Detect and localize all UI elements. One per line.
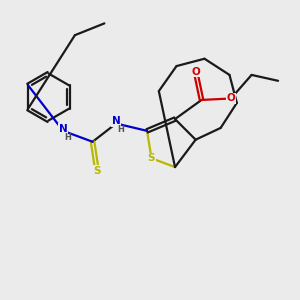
Text: O: O — [191, 67, 200, 77]
Text: S: S — [93, 166, 101, 176]
Text: N: N — [59, 124, 68, 134]
Text: H: H — [118, 125, 124, 134]
Text: O: O — [226, 94, 235, 103]
Text: S: S — [148, 153, 155, 163]
Text: N: N — [112, 116, 121, 126]
Text: H: H — [65, 133, 72, 142]
